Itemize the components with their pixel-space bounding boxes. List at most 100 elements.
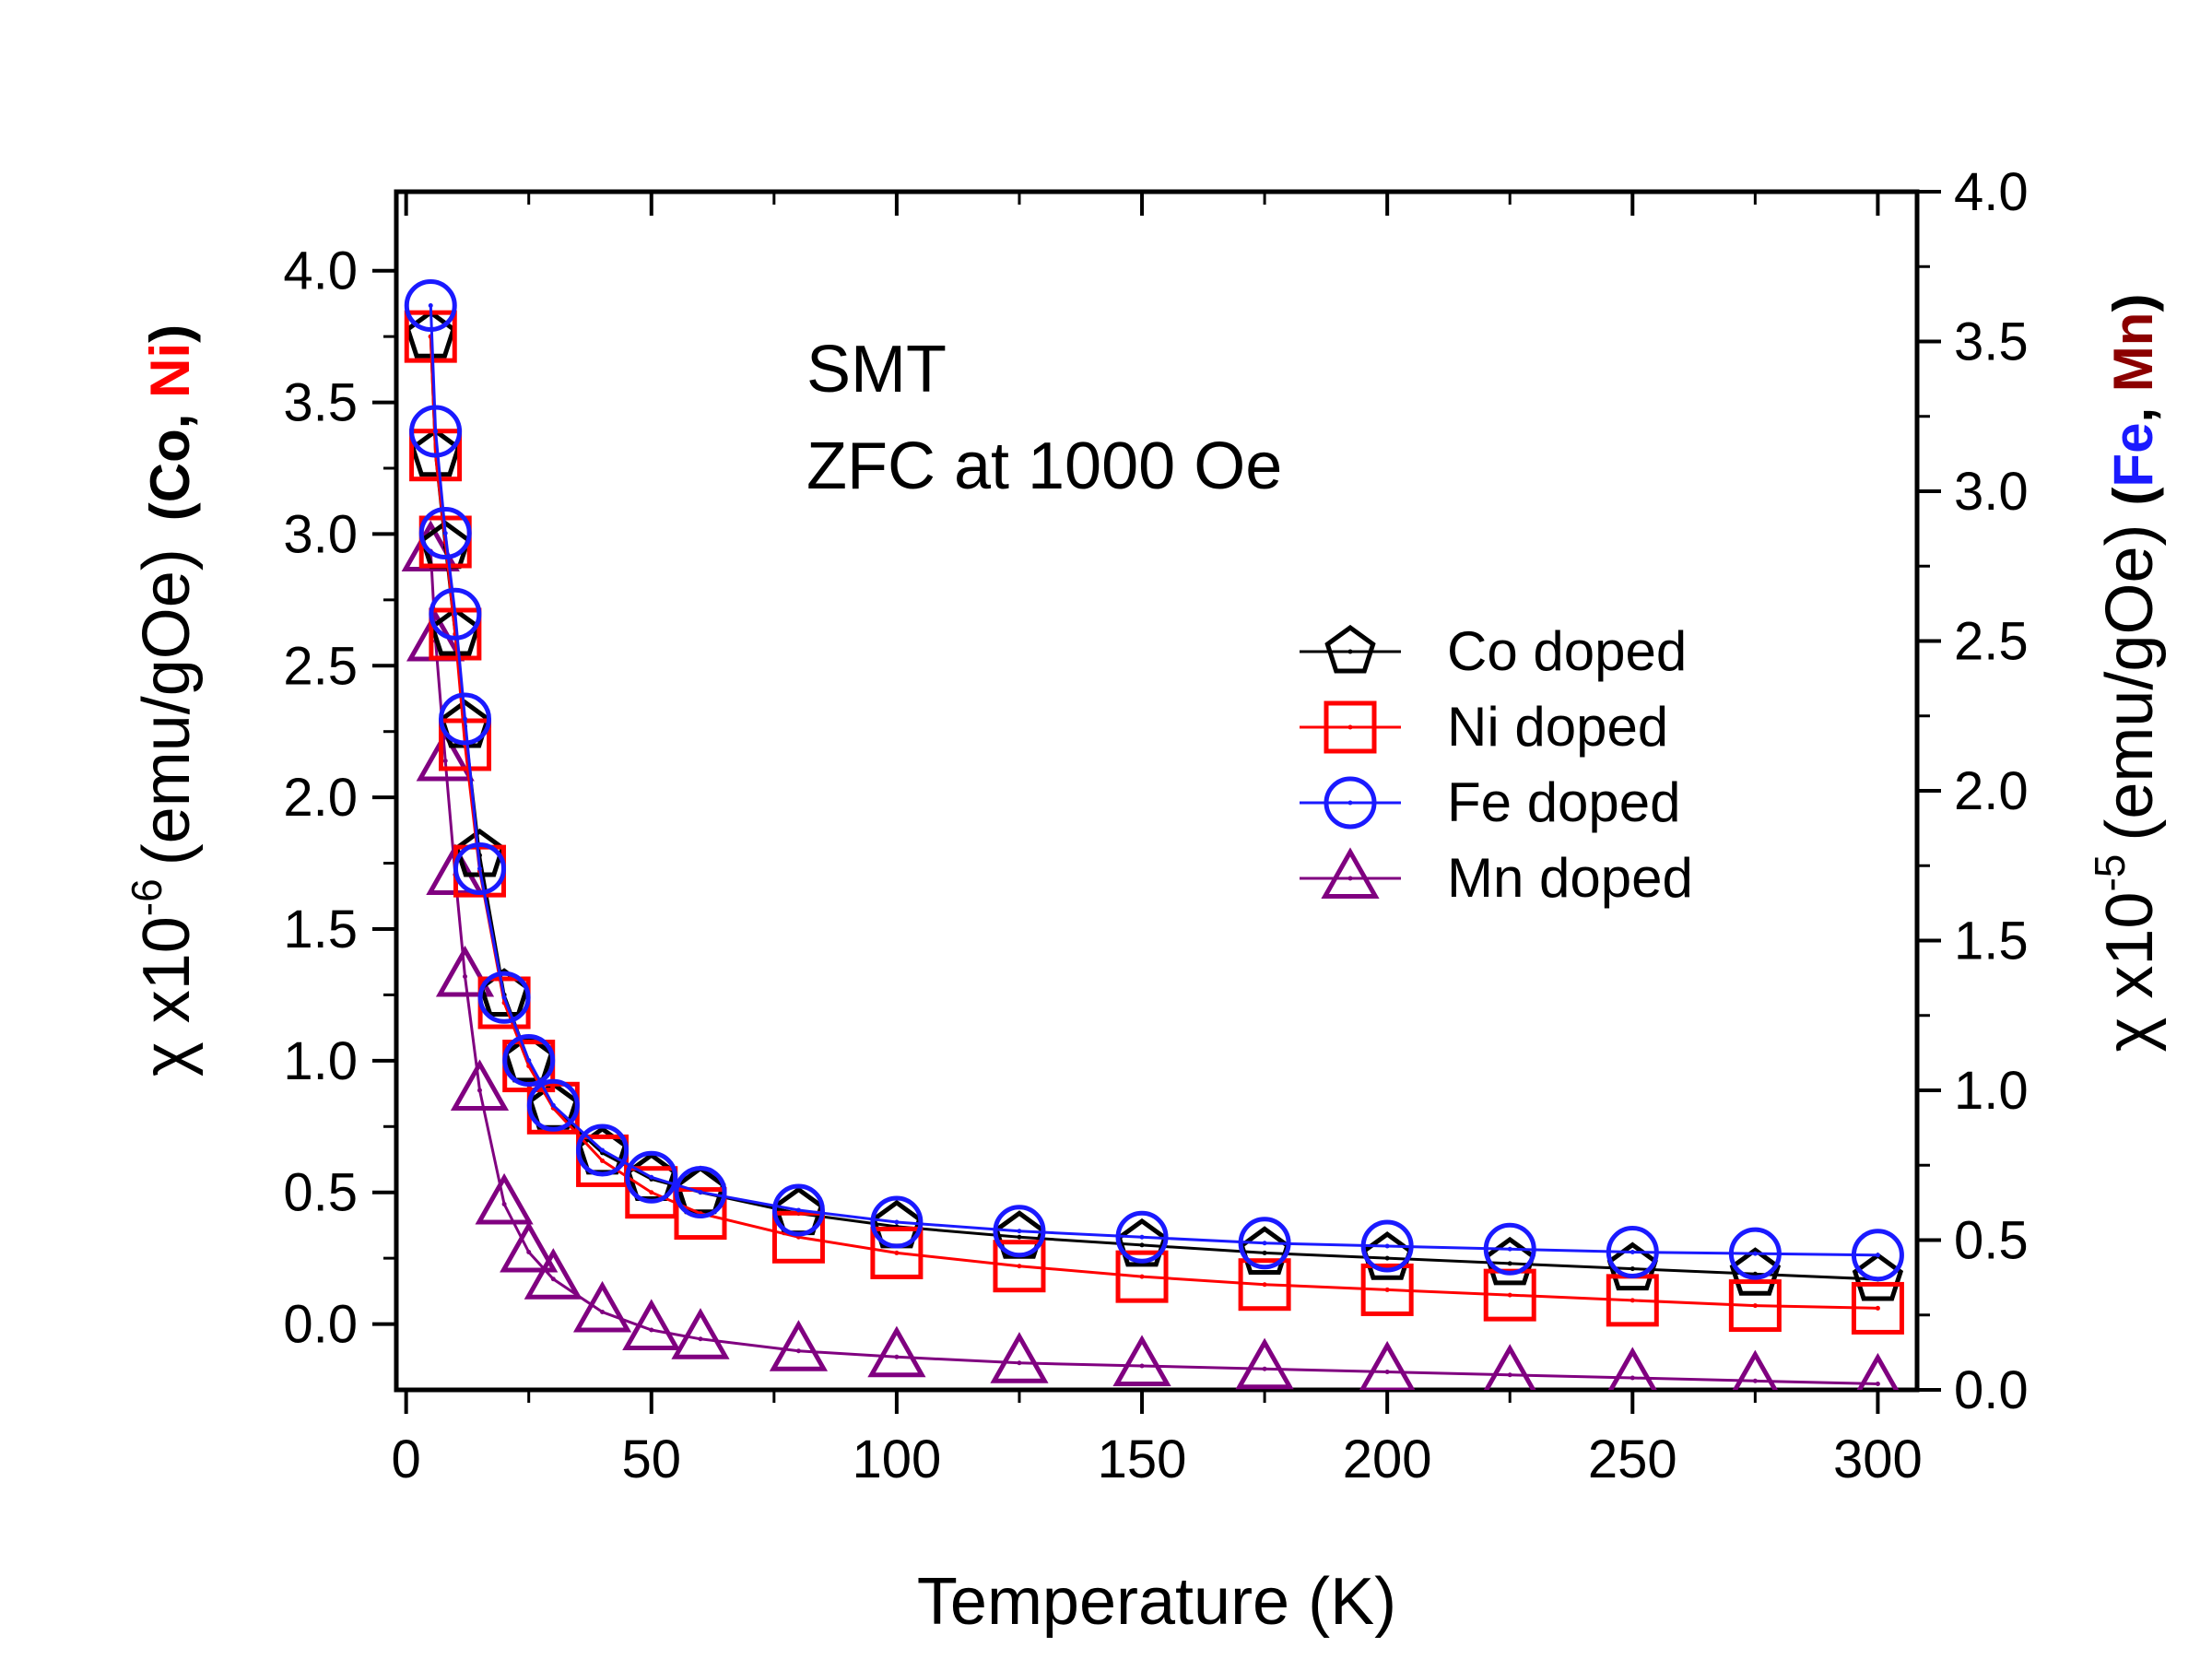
y-left-title-prefix: χ x10 — [130, 916, 204, 1077]
y-right-tick-label-8: 4.0 — [1954, 162, 2029, 222]
point-triangle-13 — [867, 1325, 926, 1378]
y-left-title-unit: (emu/gOe) — [130, 548, 204, 865]
point-triangle-6-dot — [501, 1202, 507, 1206]
x-tick-label-0: 0 — [392, 1430, 421, 1489]
point-pentagon-20 — [1729, 1247, 1782, 1296]
point-circle-10 — [625, 1150, 678, 1204]
point-pentagon-17-dot — [1384, 1255, 1390, 1261]
y-right-axis-ticks: 0.0 0.5 1.0 1.5 2.0 2.5 3.0 3.5 4.0 — [1917, 162, 2029, 1420]
y-left-tick-label-0: 0.0 — [283, 1295, 358, 1355]
legend-marker-2-dot — [1347, 800, 1353, 806]
point-pentagon-17 — [1361, 1231, 1413, 1280]
point-triangle-8 — [524, 1248, 582, 1300]
point-triangle-12 — [769, 1320, 829, 1371]
point-square-21 — [1851, 1281, 1904, 1335]
point-circle-2 — [418, 507, 472, 559]
y-left-title-exponent: -6 — [123, 878, 171, 916]
y-left-tick-label-2: 1.0 — [283, 1031, 358, 1091]
point-square-13 — [870, 1226, 924, 1279]
annotation-sample: SMT — [806, 333, 947, 406]
point-square-14-dot — [1017, 1264, 1022, 1269]
point-circle-1-dot — [433, 429, 439, 434]
y-right-tick-label-2: 1.0 — [1954, 1061, 2029, 1121]
point-triangle-5-dot — [477, 1088, 482, 1093]
point-circle-13 — [870, 1195, 924, 1249]
point-circle-21-dot — [1875, 1253, 1880, 1258]
point-square-17 — [1360, 1263, 1414, 1316]
y-right-title-prefix: χ x10 — [2093, 892, 2167, 1053]
point-square-21-dot — [1875, 1305, 1880, 1311]
point-square-11 — [674, 1187, 727, 1241]
legend-label-0: Co doped — [1447, 620, 1687, 682]
point-circle-8-dot — [550, 1102, 556, 1108]
legend-marker-2 — [1324, 776, 1377, 830]
point-circle-9-dot — [600, 1147, 606, 1153]
point-circle-4-dot — [463, 716, 468, 722]
legend-marker-3 — [1321, 847, 1380, 899]
y-left-axis-title: χ x10-6 (emu/gOe) (Co, Ni) — [123, 324, 204, 1077]
point-circle-16-dot — [1262, 1241, 1267, 1246]
point-circle-7 — [502, 1034, 556, 1087]
point-square-16-dot — [1262, 1282, 1267, 1288]
point-triangle-17 — [1359, 1340, 1416, 1390]
point-square-20-dot — [1752, 1303, 1758, 1309]
legend-marker-0 — [1324, 624, 1376, 674]
point-triangle-9-dot — [600, 1310, 606, 1314]
y-right-title-paren-open: ( — [2102, 488, 2164, 506]
point-pentagon-7 — [503, 1033, 555, 1083]
point-circle-19-dot — [1630, 1250, 1635, 1254]
point-triangle-20 — [1732, 1349, 1778, 1390]
point-circle-14 — [993, 1205, 1046, 1258]
point-triangle-16 — [1235, 1337, 1294, 1390]
x-tick-label-3: 150 — [1098, 1430, 1187, 1489]
series-triangle — [401, 520, 1900, 1390]
point-triangle-15-dot — [1139, 1363, 1145, 1369]
point-circle-6-dot — [501, 994, 507, 1000]
point-triangle-2 — [416, 729, 475, 782]
y-right-tick-label-0: 0.0 — [1954, 1360, 2029, 1420]
y-right-tick-label-6: 3.0 — [1954, 462, 2029, 522]
y-left-title-comma: , — [139, 398, 201, 429]
y-left-tick-label-6: 3.0 — [283, 504, 358, 564]
point-circle-9 — [576, 1124, 629, 1177]
point-circle-11-dot — [698, 1190, 703, 1194]
point-circle-15-dot — [1139, 1234, 1145, 1240]
point-circle-6 — [477, 971, 531, 1024]
point-circle-17 — [1360, 1219, 1414, 1273]
legend-label-1: Ni doped — [1447, 696, 1668, 758]
point-circle-17-dot — [1384, 1243, 1390, 1249]
y-right-tick-label-7: 3.5 — [1954, 312, 2029, 372]
point-circle-8 — [526, 1078, 580, 1132]
y-left-tick-label-3: 1.5 — [283, 900, 358, 959]
point-triangle-7 — [500, 1220, 559, 1273]
y-right-title-unit: (emu/gOe) — [2093, 524, 2167, 841]
point-circle-3 — [429, 587, 482, 641]
x-axis-ticks: 0 50 100 150 200 250 300 — [392, 192, 1923, 1489]
y-right-title-exponent: -5 — [2086, 854, 2134, 892]
y-right-tick-label-1: 0.5 — [1954, 1211, 2029, 1271]
point-pentagon-18-dot — [1507, 1261, 1512, 1266]
point-triangle-14-dot — [1017, 1360, 1022, 1366]
point-circle-10-dot — [649, 1174, 654, 1180]
point-square-10-dot — [649, 1190, 654, 1195]
y-left-tick-label-5: 2.5 — [283, 636, 358, 696]
point-circle-12-dot — [795, 1207, 801, 1213]
y-right-tick-label-3: 1.5 — [1954, 912, 2029, 971]
point-circle-4 — [439, 692, 492, 746]
y-right-title-comma: , — [2102, 392, 2164, 422]
point-triangle-4 — [435, 945, 495, 997]
y-left-tick-label-8: 4.0 — [283, 241, 358, 301]
point-triangle-5 — [450, 1059, 510, 1111]
point-circle-3-dot — [453, 611, 458, 617]
point-triangle-17-dot — [1384, 1370, 1390, 1374]
annotation-condition: ZFC at 1000 Oe — [806, 429, 1282, 503]
point-triangle-19 — [1607, 1347, 1657, 1390]
point-circle-20 — [1728, 1227, 1782, 1280]
y-right-axis-title: χ x10-5 (emu/gOe) (Fe, Mn) — [2086, 294, 2167, 1053]
y-left-axis-ticks: 0.0 0.5 1.0 1.5 2.0 2.5 3.0 3.5 4.0 — [283, 241, 396, 1355]
point-triangle-10-dot — [649, 1327, 654, 1333]
y-right-title-mn: Mn — [2102, 312, 2164, 393]
y-right-tick-label-5: 2.5 — [1954, 612, 2029, 672]
y-left-tick-label-4: 2.0 — [283, 768, 358, 828]
point-circle-14-dot — [1017, 1229, 1022, 1234]
